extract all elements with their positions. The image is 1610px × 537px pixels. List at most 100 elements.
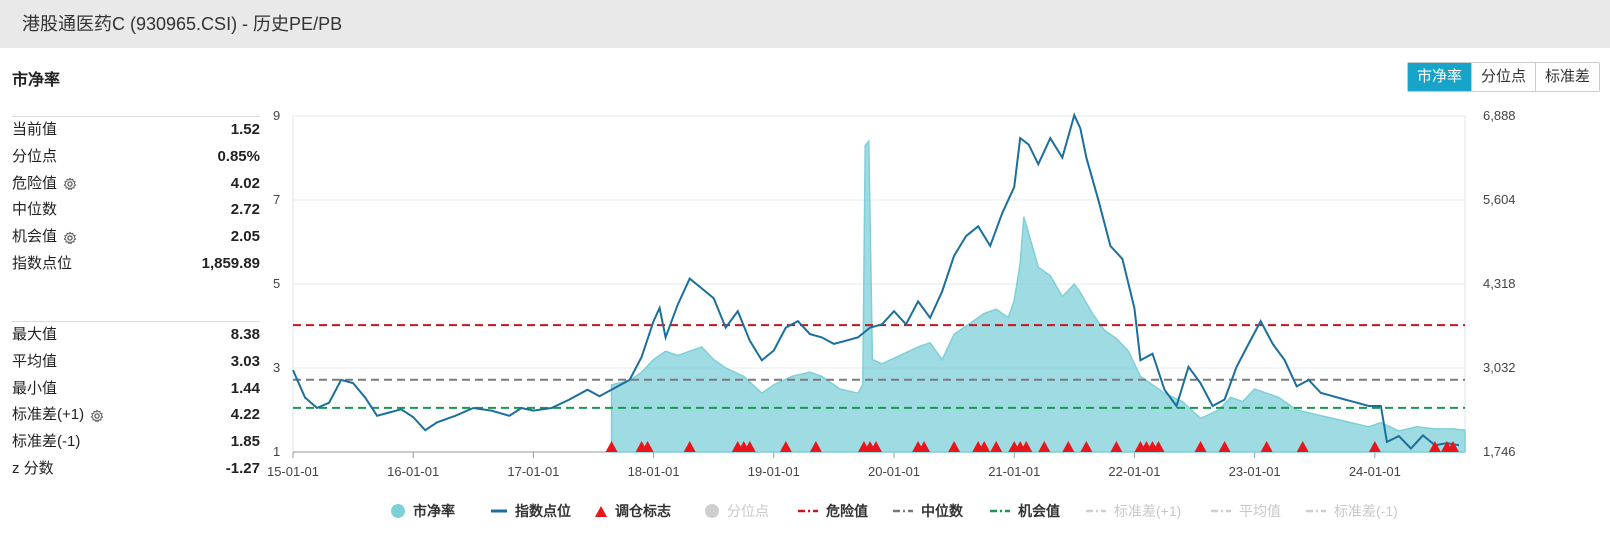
stat-value: 4.22: [230, 406, 260, 424]
stat-label-text: 标准差(-1): [12, 433, 81, 451]
y-right-tick-label: 3,032: [1483, 360, 1516, 375]
rebalance-marker: [605, 441, 618, 452]
legend-item[interactable]: 指数点位: [490, 498, 571, 524]
tab-percentile[interactable]: 分位点: [1470, 63, 1535, 91]
stat-row: 最小值 1.44: [12, 376, 260, 403]
legend-item[interactable]: 市净率: [390, 498, 455, 524]
legend-label: 平均值: [1239, 503, 1281, 519]
legend-label: 中位数: [921, 503, 963, 519]
pb-area-series: [610, 139, 1466, 453]
y-left-tick-label: 9: [273, 108, 280, 123]
stat-value: 1.52: [230, 121, 260, 138]
stat-label-text: 标准差(+1): [12, 406, 85, 424]
tab-stddev[interactable]: 标准差: [1534, 63, 1599, 91]
legend-item[interactable]: 平均值: [1210, 498, 1281, 524]
triangle-marker-icon: [595, 506, 607, 517]
stat-row: 机会值 2.05: [12, 224, 260, 251]
legend-label: 标准差(-1): [1334, 503, 1398, 519]
stat-label: 分位点: [12, 144, 57, 171]
y-left-tick-label: 1: [273, 444, 280, 459]
stat-label-text: 分位点: [12, 147, 58, 165]
legend-item[interactable]: 机会值: [989, 498, 1060, 524]
x-tick-label: 17-01-01: [507, 464, 559, 479]
stat-value: 1.44: [230, 379, 260, 397]
stat-value: 3.03: [230, 352, 260, 370]
stat-label-text: 中位数: [12, 201, 58, 219]
stat-label-text: 最小值: [12, 379, 58, 397]
legend-item[interactable]: 标准差(-1): [1305, 498, 1398, 524]
rebalance-marker: [1110, 441, 1123, 452]
chart-legend: 市净率 指数点位 调仓标志 分位点 危险值 中位数 机会值 标准差(+1) 平均值 标准差(-1): [0, 498, 1610, 524]
stat-label: 当前值: [12, 117, 57, 144]
y-right-tick-label: 5,604: [1483, 192, 1516, 207]
dash-marker-icon: [893, 509, 913, 513]
legend-item[interactable]: 危险值: [797, 498, 868, 524]
gear-icon[interactable]: [63, 231, 77, 245]
legend-item[interactable]: 分位点: [704, 498, 769, 524]
page-title: 港股通医药C (930965.CSI) - 历史PE/PB: [22, 14, 343, 34]
legend-label: 调仓标志: [615, 503, 671, 519]
stat-row: 指数点位 1,859.89: [12, 251, 260, 278]
stat-value: -1.27: [225, 459, 260, 477]
rebalance-marker: [918, 441, 931, 452]
y-left-tick-label: 5: [273, 276, 280, 291]
title-bar: 港股通医药C (930965.CSI) - 历史PE/PB: [0, 0, 1610, 48]
legend-item[interactable]: 标准差(+1): [1085, 498, 1181, 524]
stat-label: z 分数: [12, 456, 54, 483]
rebalance-marker: [1194, 441, 1207, 452]
x-tick-label: 15-01-01: [267, 464, 319, 479]
tab-pb[interactable]: 市净率: [1407, 63, 1471, 91]
gear-icon[interactable]: [90, 409, 104, 423]
stat-label-text: 指数点位: [12, 254, 73, 272]
stat-row: 标准差(-1) 1.85: [12, 429, 260, 456]
rebalance-marker: [1020, 441, 1033, 452]
y-right-tick-label: 4,318: [1483, 276, 1516, 291]
stat-row: z 分数 -1.27: [12, 456, 260, 483]
stat-label-text: 当前值: [12, 121, 58, 138]
y-right-tick-label: 1,746: [1483, 444, 1516, 459]
stat-label: 危险值: [12, 171, 77, 198]
stats-secondary: 最大值 8.38 平均值 3.03 最小值 1.44 标准差(+1) 4.22 标准差(-1) 1…: [12, 321, 260, 483]
line-marker-icon: [491, 509, 507, 513]
stat-value: 8.38: [230, 326, 260, 343]
x-tick-label: 19-01-01: [748, 464, 800, 479]
legend-label: 标准差(+1): [1114, 503, 1182, 519]
x-tick-label: 23-01-01: [1229, 464, 1281, 479]
stat-label: 指数点位: [12, 251, 72, 278]
y-right-tick-label: 6,888: [1483, 108, 1516, 123]
stat-value: 1,859.89: [201, 254, 260, 272]
legend-label: 指数点位: [515, 503, 571, 519]
metric-tabs: 市净率 分位点 标准差: [1406, 62, 1600, 92]
legend-item[interactable]: 调仓标志: [594, 498, 671, 524]
stat-label: 最小值: [12, 376, 57, 403]
rebalance-marker: [1038, 441, 1051, 452]
y-left-tick-label: 3: [273, 360, 280, 375]
stat-label: 平均值: [12, 349, 57, 376]
stat-label-text: 最大值: [12, 326, 58, 343]
stat-row: 平均值 3.03: [12, 349, 260, 376]
rebalance-marker: [1446, 441, 1459, 452]
valuation-chart: 1 3 5 7 9 1,746 3,032 4,318 5,604 6,888 15-01-01 16…: [267, 108, 1516, 479]
rebalance-marker: [978, 441, 991, 452]
rebalance-marker: [743, 441, 756, 452]
rebalance-marker: [1296, 441, 1309, 452]
stat-row: 危险值 4.02: [12, 171, 260, 198]
rebalance-marker: [1152, 441, 1165, 452]
gear-icon[interactable]: [63, 177, 77, 191]
x-tick-label: 16-01-01: [387, 464, 439, 479]
x-tick-label: 21-01-01: [988, 464, 1040, 479]
stat-value: 2.05: [230, 228, 260, 246]
rebalance-marker: [1062, 441, 1075, 452]
legend-item[interactable]: 中位数: [892, 498, 963, 524]
stat-label-text: 危险值: [12, 174, 58, 192]
stat-value: 0.85%: [217, 147, 260, 165]
stats-primary: 当前值 1.52 分位点 0.85% 危险值 4.02 中位数 2.72 机会值 2.05 指数点位…: [12, 116, 260, 278]
rebalance-marker: [948, 441, 961, 452]
legend-label: 危险值: [826, 503, 868, 519]
dash-marker-icon: [1211, 509, 1231, 513]
rebalance-marker: [641, 441, 654, 452]
rebalance-marker: [1260, 441, 1273, 452]
index-line-series: [292, 112, 1460, 450]
rebalance-marker: [1428, 441, 1441, 452]
stat-label-text: 平均值: [12, 352, 58, 370]
